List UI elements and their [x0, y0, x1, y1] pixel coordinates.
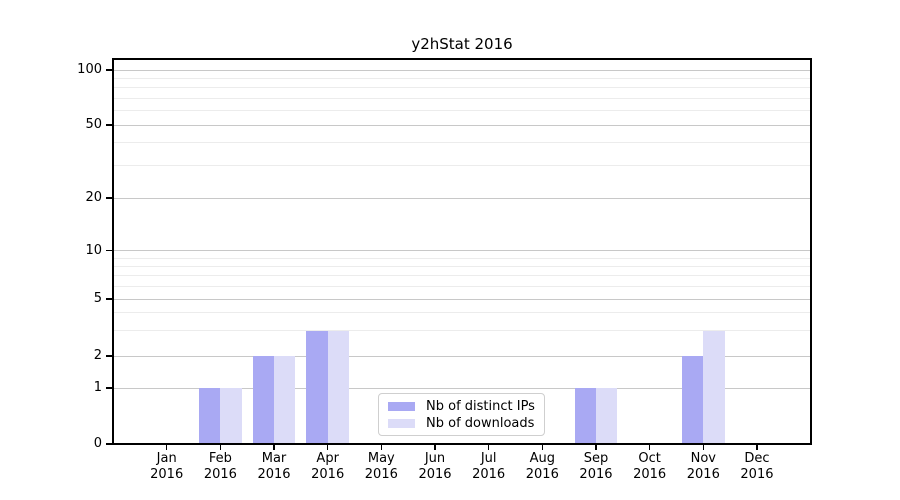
- bar-nb-of-distinct-ips-mar: [252, 356, 274, 443]
- x-tick-label: Jul 2016: [472, 451, 506, 483]
- x-tick-label: Sep 2016: [579, 451, 613, 483]
- minor-gridline: [114, 165, 810, 167]
- y-tick: [106, 249, 112, 252]
- y-tick: [106, 124, 112, 126]
- x-tick-label: Dec 2016: [740, 451, 774, 483]
- bar-nb-of-downloads-nov: [703, 330, 725, 443]
- legend-label: Nb of downloads: [426, 416, 535, 431]
- bar-nb-of-distinct-ips-sep: [574, 388, 596, 443]
- y-tick-label: 100: [77, 62, 102, 77]
- y-tick: [106, 443, 112, 445]
- bar-nb-of-downloads-apr: [327, 330, 350, 443]
- bar-nb-of-downloads-mar: [274, 356, 296, 443]
- chart-title: y2hStat 2016: [411, 35, 513, 53]
- x-tick-label: Apr 2016: [311, 451, 345, 483]
- bar-nb-of-downloads-sep: [595, 388, 618, 443]
- y-tick-label: 0: [93, 436, 102, 451]
- minor-gridline: [114, 265, 810, 267]
- y-tick: [106, 197, 112, 199]
- y-tick-label: 2: [93, 348, 102, 363]
- y-tick: [106, 69, 112, 71]
- x-tick: [648, 445, 651, 450]
- bar-nb-of-distinct-ips-nov: [681, 356, 704, 443]
- major-gridline: [114, 197, 810, 199]
- major-gridline: [114, 250, 810, 252]
- legend-row: Nb of downloads: [388, 416, 535, 431]
- minor-gridline: [114, 97, 810, 99]
- x-tick: [541, 445, 544, 450]
- x-tick-label: Mar 2016: [257, 451, 291, 483]
- x-tick: [380, 445, 383, 450]
- x-tick: [326, 445, 329, 450]
- y-tick-label: 20: [85, 190, 102, 205]
- x-tick-label: Nov 2016: [686, 451, 720, 483]
- major-gridline: [114, 387, 810, 389]
- x-tick-label: May 2016: [364, 451, 398, 483]
- y-tick: [106, 298, 112, 300]
- minor-gridline: [114, 87, 810, 89]
- x-tick: [219, 445, 222, 450]
- x-tick: [595, 445, 597, 450]
- major-gridline: [114, 124, 810, 126]
- legend-swatch: [388, 419, 415, 428]
- bar-nb-of-downloads-feb: [220, 388, 242, 443]
- x-tick-label: Oct 2016: [633, 451, 667, 483]
- y-tick-label: 1: [93, 380, 102, 395]
- legend-swatch: [388, 402, 415, 411]
- x-tick: [434, 445, 436, 450]
- x-tick-label: Jan 2016: [150, 451, 184, 483]
- minor-gridline: [114, 142, 810, 144]
- x-tick-label: Aug 2016: [525, 451, 559, 483]
- y-tick-label: 10: [85, 242, 102, 258]
- bar-nb-of-distinct-ips-apr: [306, 330, 328, 443]
- x-tick: [756, 445, 758, 450]
- minor-gridline: [114, 257, 810, 259]
- minor-gridline: [114, 110, 810, 112]
- major-gridline: [114, 69, 810, 71]
- bar-nb-of-distinct-ips-feb: [198, 388, 221, 443]
- major-gridline: [114, 298, 810, 300]
- y-tick-label: 50: [85, 117, 102, 132]
- x-tick: [702, 445, 705, 450]
- minor-gridline: [114, 312, 810, 314]
- y-tick: [106, 387, 112, 389]
- legend-row: Nb of distinct IPs: [388, 399, 535, 414]
- minor-gridline: [114, 330, 810, 332]
- x-tick: [165, 445, 168, 450]
- y-tick: [106, 355, 112, 357]
- x-tick-label: Jun 2016: [418, 451, 452, 483]
- minor-gridline: [114, 77, 810, 79]
- y-tick-label: 5: [93, 291, 102, 306]
- minor-gridline: [114, 285, 810, 287]
- x-tick-label: Feb 2016: [203, 451, 237, 483]
- minor-gridline: [114, 275, 810, 277]
- x-tick: [487, 445, 490, 450]
- major-gridline: [114, 355, 810, 357]
- legend-label: Nb of distinct IPs: [426, 399, 535, 414]
- x-tick: [273, 445, 275, 450]
- legend: Nb of distinct IPs Nb of downloads: [378, 393, 545, 436]
